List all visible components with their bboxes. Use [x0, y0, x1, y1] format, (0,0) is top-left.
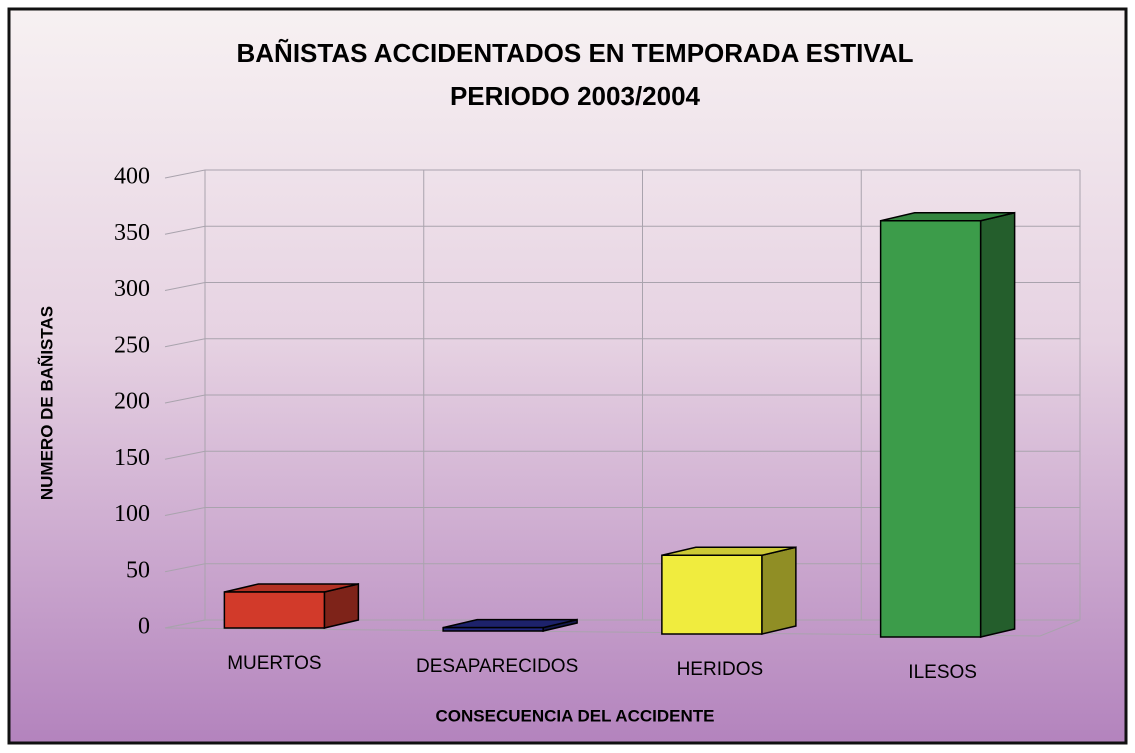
chart-title: BAÑISTAS ACCIDENTADOS EN TEMPORADA ESTIV…	[237, 38, 914, 68]
y-tick-label: 50	[126, 557, 150, 583]
bar-side	[761, 546, 797, 635]
x-tick-label: MUERTOS	[227, 653, 321, 674]
grid-line	[164, 169, 1080, 179]
y-axis-label: NUMERO DE BAÑISTAS	[36, 306, 56, 500]
x-axis-label: CONSECUENCIA DEL ACCIDENTE	[436, 706, 715, 725]
x-tick-label: HERIDOS	[677, 659, 764, 680]
chart-subtitle: PERIODO 2003/2004	[450, 81, 701, 111]
bar-front	[879, 220, 982, 638]
grid-line	[164, 338, 1080, 348]
bar-front	[223, 591, 326, 629]
y-tick-label: 250	[114, 332, 150, 358]
grid-line	[164, 507, 1080, 516]
y-tick-label: 100	[114, 501, 150, 527]
grid-line	[164, 394, 1080, 404]
y-tick-label: 200	[114, 389, 150, 415]
grid-line	[164, 450, 1080, 460]
y-tick-label: 150	[114, 445, 150, 471]
x-tick-label: DESAPARECIDOS	[416, 656, 578, 677]
grid-line	[164, 282, 1080, 291]
floor-edge	[1039, 619, 1081, 637]
y-tick-label: 0	[138, 614, 150, 640]
bar-front	[442, 626, 544, 632]
y-tick-label: 300	[114, 276, 150, 302]
x-tick-label: ILESOS	[908, 662, 977, 683]
y-tick-label: 350	[114, 220, 150, 246]
bar-side	[979, 211, 1016, 638]
y-tick-label: 400	[114, 164, 150, 190]
bar-front	[661, 554, 763, 635]
grid-line	[164, 225, 1080, 235]
